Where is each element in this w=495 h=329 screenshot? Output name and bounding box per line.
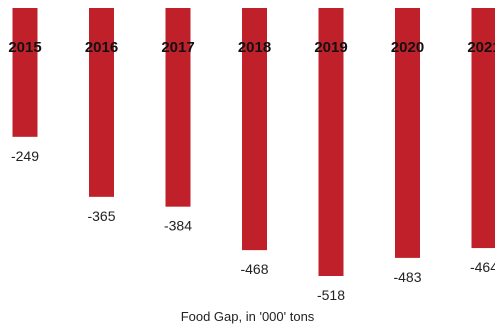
category-label-2021: 2021	[467, 39, 495, 56]
value-label-2018: -468	[240, 261, 268, 277]
category-label-2016: 2016	[85, 39, 118, 56]
category-label-2020: 2020	[391, 39, 424, 56]
bar-2018	[242, 8, 267, 251]
category-label-2019: 2019	[314, 39, 347, 56]
bar-2016	[89, 8, 114, 197]
value-label-2017: -384	[164, 218, 192, 234]
value-label-2015: -249	[11, 148, 39, 164]
value-label-2016: -365	[87, 208, 115, 224]
value-label-2021: -464	[470, 259, 495, 275]
category-label-2015: 2015	[8, 39, 41, 56]
bar-2020	[395, 8, 420, 258]
bar-2015	[12, 8, 38, 137]
value-label-2019: -518	[317, 287, 345, 303]
value-label-2020: -483	[393, 269, 421, 285]
category-label-2017: 2017	[161, 39, 194, 56]
chart-caption: Food Gap, in '000' tons	[180, 309, 315, 324]
category-label-2018: 2018	[238, 39, 271, 56]
bar-2019	[318, 8, 344, 276]
bar-2021	[471, 8, 495, 249]
bar-2017	[165, 8, 191, 207]
